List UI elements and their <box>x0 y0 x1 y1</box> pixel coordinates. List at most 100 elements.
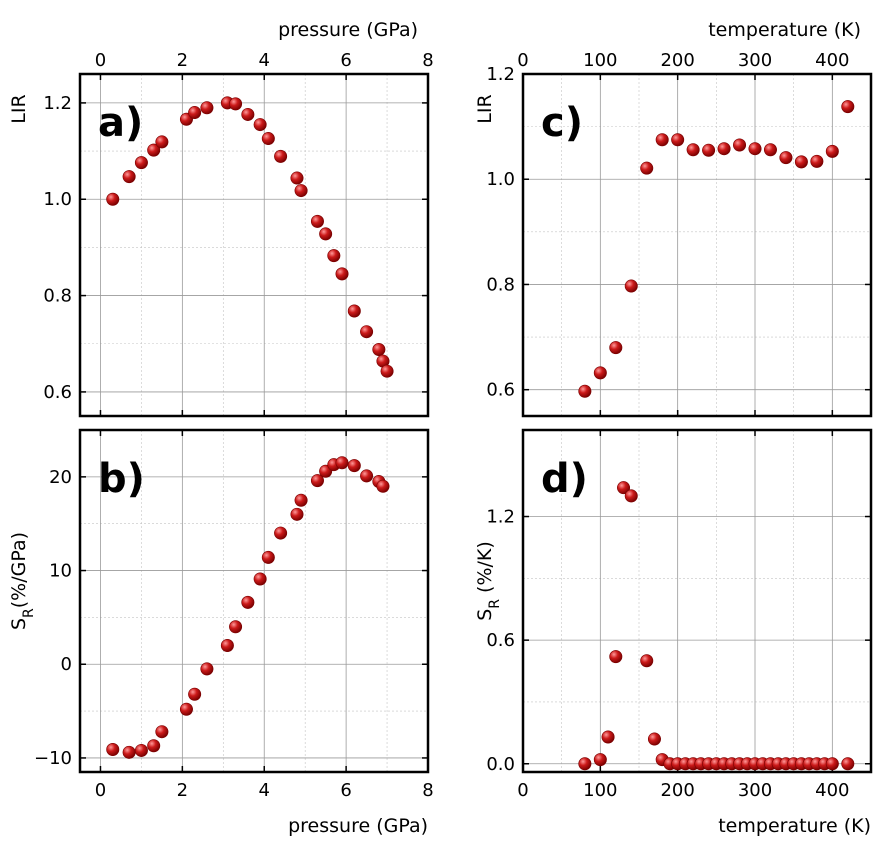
data-point <box>609 650 623 664</box>
data-point <box>748 142 762 156</box>
x-tick-label: 200 <box>660 780 694 801</box>
y-tick-label: 10 <box>49 561 72 582</box>
data-point <box>290 171 304 185</box>
data-point <box>122 170 136 184</box>
data-point <box>310 474 324 488</box>
y-tick-label: 0.8 <box>43 286 72 307</box>
x-tick-label: 200 <box>660 50 694 71</box>
data-point <box>200 101 214 115</box>
data-point <box>335 267 349 281</box>
y-tick-label: 0.6 <box>43 382 72 403</box>
panel-label: d) <box>541 456 588 502</box>
data-point <box>647 732 661 746</box>
data-point <box>155 725 169 739</box>
y-tick-label: 1.2 <box>486 507 515 528</box>
data-point <box>274 149 288 163</box>
x-tick-label: 100 <box>583 50 617 71</box>
x-tick-label: 0 <box>517 50 528 71</box>
x-tick-label: 0 <box>517 780 528 801</box>
y-tick-label: 0.0 <box>486 754 515 775</box>
data-point <box>686 143 700 157</box>
panel-a: 0 2 4 6 8 0.6 0.8 1.0 1.2 a) pressure (GPa) LIR <box>8 19 434 418</box>
x-tick-label: 6 <box>340 50 351 71</box>
data-point <box>372 343 386 357</box>
data-point <box>617 481 631 495</box>
y-tick-label: 20 <box>49 467 72 488</box>
y-tick-label: 1.0 <box>43 189 72 210</box>
data-point <box>624 279 638 293</box>
y-tick-label: 1.2 <box>43 93 72 114</box>
data-point <box>593 753 607 767</box>
data-point <box>188 687 202 701</box>
data-point <box>601 730 615 744</box>
data-point <box>841 757 855 771</box>
y-tick-label: 0.6 <box>486 630 515 651</box>
data-point <box>294 493 308 507</box>
data-point <box>155 135 169 149</box>
panel-c: 0 100 200 300 400 0.6 0.8 1.0 1.2 c) temperature (… <box>474 19 873 418</box>
data-point <box>609 341 623 355</box>
data-point <box>717 142 731 156</box>
data-point <box>624 489 638 503</box>
x-axis-title: temperature (K) <box>718 815 871 837</box>
data-point <box>261 132 275 146</box>
x-tick-label: 400 <box>815 50 849 71</box>
panel-b: 0 2 4 6 8 −10 0 10 20 b) pressure (GPa) SR(%/GPa) <box>8 428 434 837</box>
data-point <box>733 138 747 152</box>
data-point <box>229 620 243 634</box>
data-point <box>794 155 808 169</box>
y-tick-label: 1.2 <box>486 64 515 85</box>
x-axis-title: pressure (GPa) <box>288 815 428 837</box>
y-tick-label: 0 <box>61 654 72 675</box>
data-point <box>702 143 716 157</box>
data-point <box>655 133 669 147</box>
y-axis-title: SR (%/K) <box>474 541 503 621</box>
x-tick-label: 4 <box>259 780 270 801</box>
x-tick-label: 2 <box>177 50 188 71</box>
x-tick-label: 8 <box>422 50 433 71</box>
data-point <box>671 133 685 147</box>
data-point <box>347 304 361 318</box>
y-tick-label: −10 <box>34 748 72 769</box>
y-tick-label: 0.8 <box>486 274 515 295</box>
data-point <box>241 107 255 121</box>
data-point <box>763 143 777 157</box>
panel-label: a) <box>98 100 143 146</box>
x-tick-label: 0 <box>95 780 106 801</box>
data-point <box>779 151 793 165</box>
data-point <box>274 526 288 540</box>
x-tick-label: 100 <box>583 780 617 801</box>
plot-frame <box>78 428 430 774</box>
y-axis-title: LIR <box>8 94 30 123</box>
data-point <box>134 156 148 170</box>
data-point <box>380 364 394 378</box>
data-point <box>294 184 308 198</box>
data-point <box>335 456 349 470</box>
data-point <box>360 469 374 483</box>
y-axis-title: SR(%/GPa) <box>8 532 37 630</box>
y-axis-title: LIR <box>474 94 496 123</box>
data-point <box>106 192 120 206</box>
data-point <box>106 743 120 757</box>
data-point <box>593 366 607 380</box>
data-point <box>319 227 333 241</box>
data-point <box>200 662 214 676</box>
data-point <box>253 118 267 132</box>
panel-label: c) <box>541 100 583 146</box>
panel-label: b) <box>98 456 145 502</box>
data-point <box>327 249 341 263</box>
x-tick-label: 0 <box>95 50 106 71</box>
data-point <box>376 479 390 493</box>
data-point <box>825 757 839 771</box>
plot-frame <box>521 428 873 774</box>
data-point <box>220 639 234 653</box>
x-axis-title: temperature (K) <box>708 19 861 41</box>
x-tick-label: 400 <box>815 780 849 801</box>
plot-frame <box>78 72 430 418</box>
data-point <box>147 143 161 157</box>
data-point <box>290 507 304 521</box>
x-axis-title: pressure (GPa) <box>278 19 418 41</box>
data-point <box>310 214 324 228</box>
x-tick-label: 6 <box>340 780 351 801</box>
